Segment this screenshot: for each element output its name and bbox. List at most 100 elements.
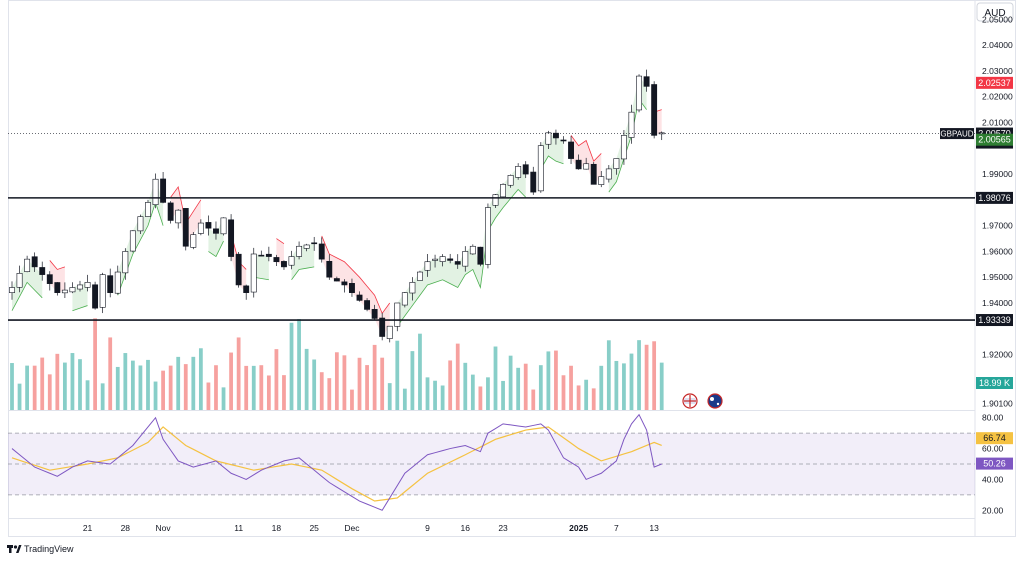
volume-bar [191,356,196,410]
volume-bar [637,340,641,410]
volume-bar [176,356,181,410]
currency-box[interactable] [976,2,1014,22]
candle-body [469,245,476,255]
candle-body [401,292,408,306]
candle-body [220,217,227,235]
volume-bar [606,340,611,410]
candle-body [575,159,582,170]
volume-bar [183,364,188,410]
time-tick-label: 9 [425,523,430,533]
volume-bar [78,359,82,410]
candle-body [394,302,401,327]
volume-bar [32,365,37,410]
volume-bar [629,353,634,410]
candle-body [77,284,83,290]
candle-body [515,166,522,178]
volume-bar [236,337,241,410]
volume-bar [440,385,445,410]
candle-body [530,171,537,193]
candle-body [235,253,242,286]
candle-body [492,194,499,206]
volume-bar [410,351,415,410]
tradingview-brand[interactable]: TradingView [24,544,74,554]
rsi-tick-label: 40.00 [982,474,1004,484]
candle-body [568,141,574,159]
time-tick-label: 21 [83,523,93,533]
volume-bar [108,337,113,410]
volume-bar [282,375,286,410]
au-flag-icon[interactable] [707,393,723,409]
rsi-tick-label: 60.00 [982,444,1004,454]
candle-body [620,135,627,160]
candle-body [537,145,544,192]
symbol-tag-box [940,128,974,140]
candle-body [349,283,355,293]
rsi-value: 50.26 [983,459,1006,469]
candle-body [205,222,212,229]
time-tick-label: 28 [121,523,131,533]
candle-body [439,256,446,262]
volume-bar [546,351,551,410]
volume-bar [614,360,619,410]
candle-body [160,178,167,203]
price-tick-label: 1.97000 [982,221,1013,231]
candle-body [409,282,416,294]
candle-body [258,254,265,257]
candle-body [273,257,280,263]
volume-bar [493,346,498,410]
volume-bar [591,388,596,410]
volume-bar [25,365,29,410]
supertrend-up-line [208,240,224,258]
volume-bar [100,383,105,410]
volume-bar [17,383,22,410]
price-tick-label: 2.01000 [982,117,1013,127]
volume-bar [251,365,256,410]
currency-label[interactable]: AUD [984,8,1005,19]
candle-body [356,294,363,301]
price-tick-label: 1.96000 [982,246,1013,256]
candle-body [318,243,325,260]
candle-body [197,222,204,234]
price-tick-label: 1.92000 [982,350,1013,360]
volume-bar [538,365,543,410]
volume-bar [584,379,589,410]
volume-bar [387,383,392,410]
volume-bar [561,375,566,410]
supertrend-down-line [276,238,285,245]
volume-bar [470,374,475,410]
candle-body [122,251,129,274]
volume-bar [380,357,385,410]
candle-body [454,261,461,265]
supertrend-up-fill [12,259,43,311]
time-tick-label: Dec [344,523,360,533]
candle-body [281,261,287,268]
uk-flag-icon[interactable] [682,393,698,409]
price-tick-label: 2.05000 [982,14,1013,24]
supertrend-down-box [976,76,1013,89]
candle-body [651,84,658,136]
candle-body [265,253,272,257]
supertrend-up-label: 2.00565 [978,135,1011,145]
candle-body [175,209,182,224]
volume-layer [10,318,664,410]
volume-bar [55,353,60,410]
supertrend-down-fill [170,186,201,247]
candle-body [129,230,136,252]
level-layer: 1.98076 1.93339 [8,191,1013,327]
supertrend-up-line [291,266,315,281]
volume-bar [478,386,483,410]
time-tick-label: 13 [649,523,659,533]
volume-bar [206,382,211,410]
symbol-tag: GBPAUD [940,130,973,139]
volume-bar [70,353,75,410]
candle-body [552,132,559,139]
volume-bar [372,344,377,410]
supertrend-up-line [11,281,43,311]
supertrend-up-fill [72,282,88,311]
candle-body [9,287,15,293]
volume-bar [455,343,460,410]
price-tick-label: 2.02000 [982,92,1013,102]
candle-body [522,164,529,175]
tradingview-logo-icon[interactable] [7,545,22,553]
